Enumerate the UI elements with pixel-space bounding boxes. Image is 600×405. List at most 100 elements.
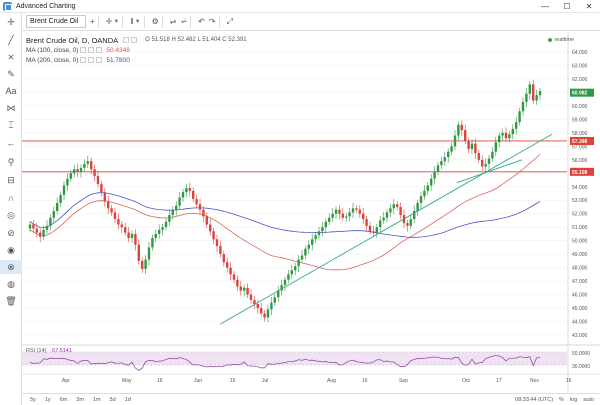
trash-icon[interactable]: 🗑: [5, 295, 17, 306]
price-level-badge: [570, 167, 594, 176]
candle-body: [324, 221, 327, 228]
eye-icon[interactable]: ◉: [7, 244, 15, 255]
hide-drawings-icon[interactable]: ⊘: [7, 227, 15, 238]
legend-visibility-toggle[interactable]: [123, 37, 130, 43]
date-tick-label: Nov: [530, 378, 539, 384]
legend-ma100-label: MA (100, close, 0): [26, 46, 79, 54]
log-toggle[interactable]: log: [569, 397, 578, 403]
indicators-button[interactable]: ⩫: [180, 15, 187, 28]
date-tick-label: Apr: [62, 378, 70, 384]
chart-type-button[interactable]: ǁ ▼: [130, 15, 140, 28]
pattern-tool-icon[interactable]: ⋈: [6, 102, 16, 113]
candle-body: [440, 161, 443, 166]
brush-icon[interactable]: ✎: [7, 68, 15, 79]
candle-body: [35, 228, 38, 233]
minimize-button[interactable]: —: [541, 2, 549, 11]
candle-body: [290, 270, 293, 275]
timeframe-6m[interactable]: 6m: [59, 396, 68, 403]
legend-toggle[interactable]: [80, 47, 87, 53]
fullscreen-button[interactable]: ⤢: [227, 15, 233, 28]
candle-body: [385, 212, 389, 218]
timeframe-1m[interactable]: 1m: [92, 396, 101, 403]
redo-button[interactable]: ↷: [209, 15, 216, 28]
candle-body: [416, 202, 419, 212]
chart-area[interactable]: 64.00063.00062.00061.00060.00059.00058.0…: [22, 32, 600, 405]
text-tool-icon[interactable]: Aa: [5, 86, 17, 96]
rsi-tick-label: 30.0000: [572, 364, 590, 370]
link-icon[interactable]: ⊗: [0, 260, 22, 274]
candle-body: [392, 204, 395, 209]
candle-body: [198, 204, 202, 210]
candle-body: [511, 128, 514, 135]
candle-body: [195, 198, 198, 205]
legend-toggle[interactable]: [96, 47, 103, 53]
date-tick-label: 16: [157, 378, 163, 384]
legend-settings-toggle[interactable]: [131, 37, 138, 43]
candle-body: [484, 163, 487, 167]
close-button[interactable]: ✕: [585, 2, 593, 11]
candle-body: [300, 255, 304, 260]
candle-body: [52, 211, 55, 218]
candle-body: [178, 197, 181, 206]
timeframe-5y[interactable]: 5y: [30, 396, 36, 403]
candle-body: [470, 143, 474, 150]
candle-body: [253, 299, 256, 305]
settings-button[interactable]: ⚙: [152, 15, 159, 28]
timeframe-3m[interactable]: 3m: [76, 396, 84, 403]
candle-body: [396, 204, 399, 207]
candle-body: [504, 132, 508, 139]
candle-body: [453, 135, 457, 147]
legend-toggle[interactable]: [80, 57, 87, 63]
fullscreen-icon: ⤢: [226, 16, 233, 26]
fib-tool-icon[interactable]: ⨯: [7, 51, 15, 62]
auto-toggle[interactable]: auto: [583, 397, 594, 403]
timeframe-1y[interactable]: 1y: [44, 396, 51, 403]
last-price-badge: [570, 88, 594, 97]
measure-tool-icon[interactable]: ⌶: [8, 119, 14, 130]
legend-ma100-value: 50.4348: [106, 46, 130, 54]
date-tick-label: Aug: [327, 378, 336, 384]
candle-body: [345, 216, 348, 218]
visibility-icon[interactable]: ◍: [7, 278, 15, 289]
trend-line-icon[interactable]: ╱: [8, 34, 14, 45]
undo-button[interactable]: ↶: [198, 15, 205, 28]
candle-body: [372, 231, 375, 233]
legend-toggle[interactable]: [88, 57, 95, 63]
legend-toggle[interactable]: [96, 57, 103, 63]
ruler-icon[interactable]: ⊟: [7, 174, 15, 185]
date-tick-label: May: [122, 378, 132, 384]
magnet-icon[interactable]: ∩: [7, 193, 15, 203]
timeframe-5d[interactable]: 5d: [109, 396, 116, 403]
legend-symbol-row: Brent Crude Oil, D, OANDA O 51.518 H 52.…: [26, 35, 247, 45]
percent-toggle[interactable]: %: [559, 397, 564, 403]
arrow-left-icon[interactable]: ←: [6, 138, 16, 148]
zoom-icon[interactable]: ⚲: [7, 156, 15, 167]
window-controls: — ☐ ✕: [534, 0, 600, 13]
legend-toggle[interactable]: [88, 47, 95, 53]
gear-icon: ⚙: [151, 17, 159, 26]
candle-body: [382, 217, 385, 221]
indicators-icon: ⩫: [180, 17, 188, 26]
interval-button[interactable]: ✛ ▼: [106, 15, 120, 28]
cursor-tool-icon[interactable]: ✛: [7, 16, 15, 27]
candle-body: [260, 308, 263, 314]
candle-body: [56, 202, 59, 212]
candle-body: [246, 287, 249, 295]
candle-body: [389, 208, 392, 213]
candle-body: [249, 294, 253, 300]
symbol-search-input[interactable]: Brent Crude Oil: [26, 15, 86, 28]
candles-icon: ǁ: [130, 17, 134, 26]
candle-body: [42, 229, 45, 237]
compare-button[interactable]: ⇌: [170, 15, 177, 28]
add-symbol-button[interactable]: +: [90, 15, 95, 28]
price-level-label: 57.398: [572, 139, 588, 145]
undo-icon: ↶: [198, 17, 205, 26]
lock-drawings-icon[interactable]: ◎: [7, 209, 15, 220]
maximize-button[interactable]: ☐: [563, 2, 571, 11]
price-chart[interactable]: 64.00063.00062.00061.00060.00059.00058.0…: [22, 32, 600, 393]
timeframe-1d[interactable]: 1d: [124, 396, 131, 403]
date-tick-label: 16: [230, 378, 236, 384]
candle-body: [236, 279, 239, 287]
candle-body: [283, 279, 287, 286]
candle-body: [368, 225, 372, 232]
